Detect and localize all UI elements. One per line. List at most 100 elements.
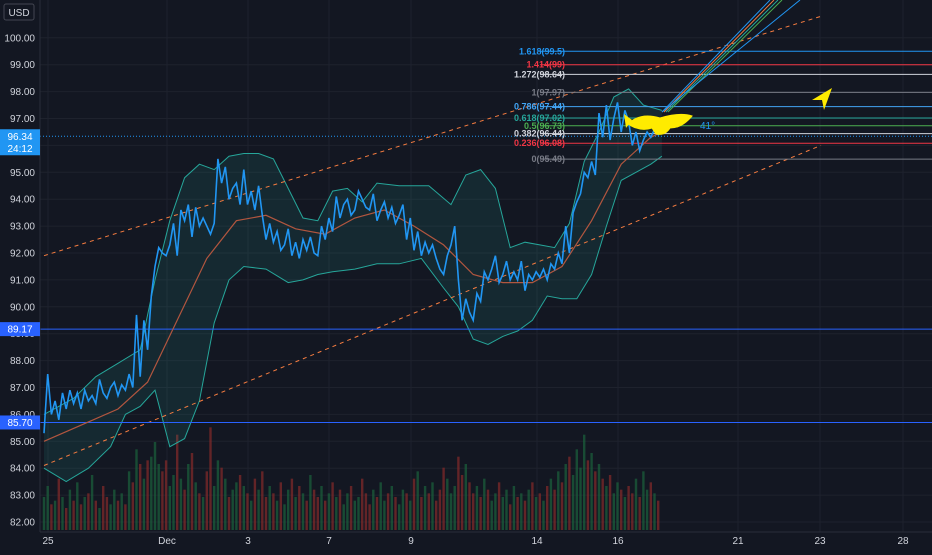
volume-bar-3 — [53, 500, 57, 530]
volume-bar-8 — [72, 500, 75, 530]
volume-bar-150 — [597, 464, 601, 530]
volume-bar-61 — [268, 486, 271, 530]
volume-bar-152 — [605, 486, 608, 530]
volume-bar-116 — [472, 493, 475, 530]
y-axis-background — [0, 0, 40, 550]
volume-bar-39 — [187, 464, 190, 530]
y-tick-label-15: 97.00 — [10, 114, 35, 125]
volume-bar-111 — [453, 486, 456, 530]
volume-bar-136 — [546, 486, 549, 530]
volume-bar-124 — [501, 497, 504, 530]
volume-bar-70 — [301, 493, 305, 530]
volume-bar-32 — [161, 471, 164, 530]
volume-bar-58 — [257, 489, 260, 530]
volume-bar-91 — [379, 482, 382, 530]
x-tick-label-1: Dec — [158, 536, 176, 547]
band-lower-line — [43, 155, 663, 483]
volume-bar-44 — [205, 471, 208, 530]
y-tick-label-16: 98.00 — [10, 87, 35, 98]
volume-bar-103 — [423, 486, 427, 530]
volume-bar-162 — [642, 471, 645, 530]
volume-bar-29 — [150, 456, 153, 530]
volume-bar-130 — [523, 500, 527, 530]
fib-level-label-5: 0.618(97.02) — [514, 113, 565, 123]
x-tick-label-3: 7 — [326, 536, 332, 547]
volume-bar-69 — [298, 486, 301, 530]
volume-bar-99 — [409, 500, 412, 530]
volume-bar-105 — [431, 482, 434, 530]
volume-bar-87 — [364, 493, 368, 530]
volume-bar-66 — [287, 489, 290, 530]
volume-bar-153 — [608, 475, 612, 530]
volume-bar-115 — [468, 482, 471, 530]
volume-bar-54 — [242, 486, 245, 530]
volume-bar-104 — [427, 493, 430, 530]
volume-bar-57 — [253, 478, 257, 530]
y-tick-label-18: 100.00 — [4, 33, 35, 44]
volume-bar-60 — [264, 497, 268, 530]
volume-bar-122 — [494, 493, 497, 530]
volume-bar-73 — [312, 489, 316, 530]
volume-bar-31 — [157, 464, 160, 530]
y-tick-label-2: 84.00 — [10, 464, 35, 475]
y-tick-label-5: 87.00 — [10, 383, 35, 394]
x-tick-label-2: 3 — [245, 536, 251, 547]
volume-bar-147 — [586, 460, 590, 530]
volume-bar-134 — [538, 493, 541, 530]
volume-bar-112 — [457, 456, 460, 530]
volume-bar-21 — [120, 493, 123, 530]
fib-level-label-0: 1.618(99.5) — [519, 46, 565, 56]
volume-bar-166 — [657, 500, 660, 530]
volume-bar-149 — [594, 471, 597, 530]
fib-level-label-4: 0.786(97.44) — [514, 102, 565, 112]
volume-bar-161 — [638, 497, 641, 530]
y-tick-label-4: 86.00 — [10, 410, 35, 421]
volume-bar-97 — [401, 489, 405, 530]
volume-bar-142 — [568, 456, 571, 530]
volume-bar-40 — [190, 453, 194, 530]
volume-bar-48 — [220, 467, 223, 530]
volume-bar-139 — [557, 471, 560, 530]
price-series — [43, 102, 663, 442]
fish-tail-drawing — [624, 114, 632, 128]
volume-bar-165 — [653, 493, 656, 530]
volume-bar-120 — [486, 489, 490, 530]
y-tick-label-13: 95.00 — [10, 168, 35, 179]
volume-bar-28 — [146, 460, 149, 530]
volume-bar-18 — [109, 504, 112, 530]
volume-bar-157 — [623, 497, 627, 530]
volume-bar-78 — [331, 482, 334, 530]
y-tick-label-3: 85.00 — [10, 437, 35, 448]
volume-bar-9 — [76, 482, 79, 530]
volume-bar-53 — [238, 475, 242, 530]
trend-angle-line-3 — [667, 0, 783, 113]
volume-bar-33 — [164, 460, 168, 530]
fib-level-label-9: 0(95.49) — [531, 154, 565, 164]
price-line — [43, 102, 663, 434]
volume-bar-6 — [65, 508, 68, 530]
volume-bar-107 — [438, 489, 442, 530]
band-fill — [44, 88, 662, 482]
countdown-label: 24:12 — [7, 144, 32, 155]
volume-bar-156 — [620, 489, 623, 530]
moving-average-line — [43, 131, 663, 442]
trend-angle-outer-line — [661, 0, 801, 113]
volume-bar-65 — [283, 504, 286, 530]
volume-bar-55 — [246, 493, 249, 530]
fib-level-label-2: 1.272(98.64) — [514, 69, 565, 79]
volume-bar-13 — [90, 475, 94, 530]
x-axis-background — [40, 532, 932, 550]
volume-bar-72 — [309, 475, 312, 530]
y-tick-label-1: 83.00 — [10, 491, 35, 502]
volume-bar-114 — [464, 464, 467, 530]
fib-level-label-1: 1.414(99) — [526, 60, 565, 70]
volume-bar-108 — [442, 467, 445, 530]
volume-bar-154 — [612, 493, 615, 530]
volume-bar-145 — [579, 467, 582, 530]
volume-bar-50 — [227, 497, 231, 530]
volume-bar-71 — [305, 500, 308, 530]
x-tick-label-6: 16 — [612, 536, 624, 547]
volume-bars — [42, 427, 660, 530]
